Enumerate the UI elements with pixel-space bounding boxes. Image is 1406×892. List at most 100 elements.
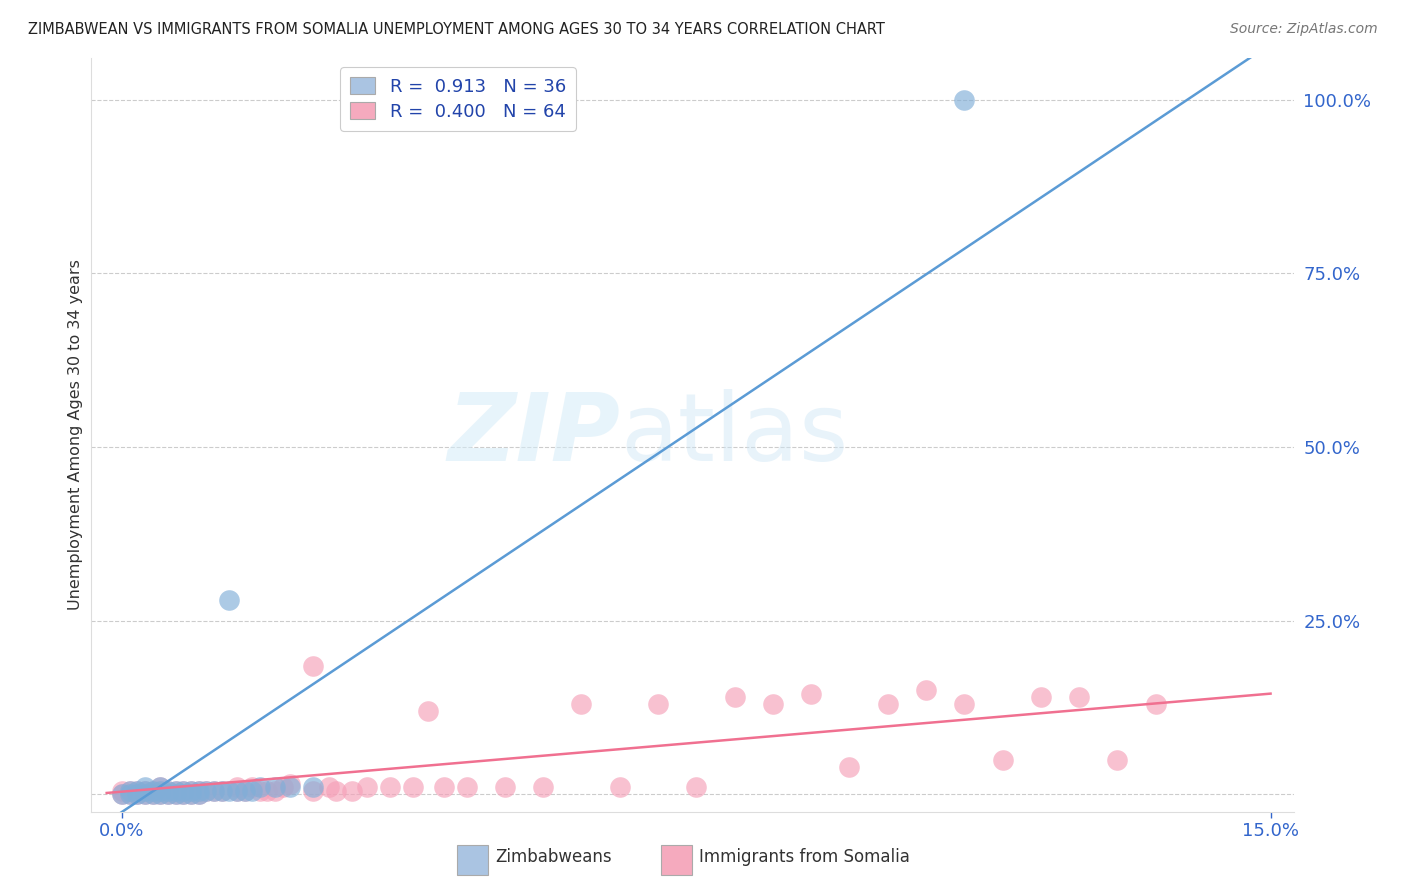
Point: [118, 784, 141, 798]
Point: [165, 788, 187, 802]
Point: [1144, 697, 1167, 711]
Point: [149, 780, 172, 795]
Point: [127, 784, 149, 798]
Point: [723, 690, 745, 704]
Point: [165, 784, 187, 798]
Point: [187, 784, 209, 798]
Point: [233, 784, 256, 798]
Point: [1029, 690, 1052, 704]
Point: [118, 788, 141, 802]
Point: [134, 784, 156, 798]
Point: [202, 784, 225, 798]
Point: [356, 780, 378, 795]
Point: [142, 788, 165, 802]
Point: [456, 780, 478, 795]
Point: [531, 780, 554, 795]
Point: [127, 784, 149, 798]
Point: [180, 788, 202, 802]
Point: [249, 784, 271, 798]
Point: [256, 784, 278, 798]
Point: [225, 784, 247, 798]
Y-axis label: Unemployment Among Ages 30 to 34 years: Unemployment Among Ages 30 to 34 years: [67, 260, 83, 610]
Point: [249, 780, 271, 795]
Text: atlas: atlas: [620, 389, 849, 481]
Point: [302, 780, 325, 795]
Point: [156, 788, 179, 802]
Point: [1107, 753, 1129, 767]
Point: [195, 784, 218, 798]
Point: [218, 592, 240, 607]
Point: [156, 784, 179, 798]
Point: [187, 788, 209, 802]
Point: [149, 788, 172, 802]
Point: [142, 784, 165, 798]
Point: [264, 784, 287, 798]
Point: [685, 780, 707, 795]
Text: ZIP: ZIP: [447, 389, 620, 481]
Point: [118, 784, 141, 798]
Point: [340, 784, 363, 798]
Point: [280, 780, 302, 795]
Point: [195, 784, 218, 798]
Point: [134, 780, 156, 795]
Point: [172, 788, 194, 802]
Point: [202, 784, 225, 798]
Point: [165, 788, 187, 802]
Point: [118, 788, 141, 802]
Point: [142, 784, 165, 798]
Point: [418, 704, 440, 718]
Point: [233, 784, 256, 798]
Point: [172, 788, 194, 802]
Point: [225, 784, 247, 798]
Point: [134, 788, 156, 802]
Point: [111, 788, 134, 802]
Point: [134, 784, 156, 798]
Point: [187, 784, 209, 798]
Point: [172, 784, 194, 798]
Point: [180, 784, 202, 798]
Bar: [661, 846, 692, 875]
Point: [325, 784, 347, 798]
Point: [240, 784, 263, 798]
Point: [111, 788, 134, 802]
Point: [180, 784, 202, 798]
Point: [180, 788, 202, 802]
Point: [218, 784, 240, 798]
Point: [647, 697, 669, 711]
Point: [953, 697, 976, 711]
Point: [187, 788, 209, 802]
Point: [156, 784, 179, 798]
Point: [318, 780, 340, 795]
Bar: [457, 846, 488, 875]
Point: [1069, 690, 1091, 704]
Point: [302, 784, 325, 798]
Point: [142, 788, 165, 802]
Point: [149, 780, 172, 795]
Point: [127, 788, 149, 802]
Point: [225, 780, 247, 795]
Point: [127, 788, 149, 802]
Point: [302, 658, 325, 673]
Point: [165, 784, 187, 798]
Point: [378, 780, 401, 795]
Point: [953, 93, 976, 107]
Point: [433, 780, 456, 795]
Point: [134, 788, 156, 802]
Point: [111, 784, 134, 798]
Point: [991, 753, 1014, 767]
Text: ZIMBABWEAN VS IMMIGRANTS FROM SOMALIA UNEMPLOYMENT AMONG AGES 30 TO 34 YEARS COR: ZIMBABWEAN VS IMMIGRANTS FROM SOMALIA UN…: [28, 22, 884, 37]
Point: [494, 780, 516, 795]
Text: Source: ZipAtlas.com: Source: ZipAtlas.com: [1230, 22, 1378, 37]
Point: [211, 784, 233, 798]
Point: [838, 759, 860, 773]
Point: [280, 777, 302, 791]
Point: [149, 784, 172, 798]
Point: [762, 697, 785, 711]
Point: [264, 780, 287, 795]
Point: [571, 697, 593, 711]
Text: Zimbabweans: Zimbabweans: [495, 848, 612, 866]
Point: [915, 683, 938, 698]
Point: [609, 780, 631, 795]
Point: [240, 780, 263, 795]
Point: [800, 687, 823, 701]
